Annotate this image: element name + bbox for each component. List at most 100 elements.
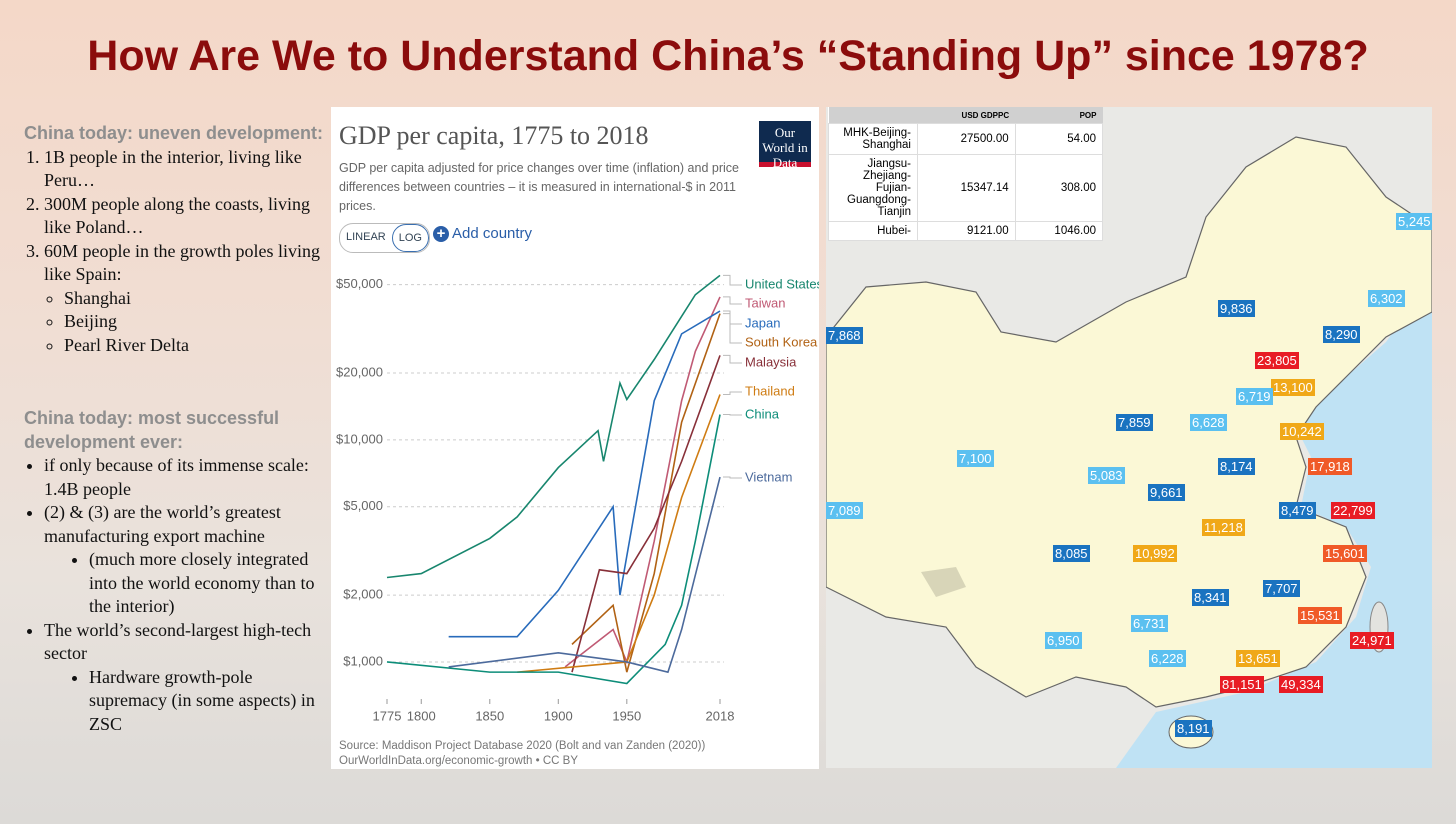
header-cell: USD GDPPC — [917, 107, 1016, 124]
table-cell: 27500.00 — [917, 123, 1016, 155]
item-text: 1B people in the interior, living like P… — [44, 146, 302, 191]
series-line — [571, 313, 721, 673]
subitem: Hardware growth-pole supremacy (in some … — [89, 666, 330, 737]
y-tick-label: $1,000 — [343, 653, 383, 668]
left-text: China today: uneven development: 1B peopl… — [24, 122, 330, 736]
table-cell: 54.00 — [1014, 123, 1104, 155]
section: China today: most successful development… — [24, 407, 330, 736]
x-tick-label: 2018 — [706, 708, 735, 723]
table-cell: 308.00 — [1014, 154, 1104, 222]
table-cell: 15347.14 — [917, 154, 1016, 222]
y-tick-label: $5,000 — [343, 498, 383, 513]
table-cell: Jiangsu-Zhejiang-Fujian-Guangdong-Tianji… — [828, 154, 918, 222]
sublist: (much more closely integrated into the w… — [44, 548, 330, 619]
map-label: 13,100 — [1271, 379, 1315, 396]
linear-button[interactable]: LINEAR — [346, 231, 386, 243]
section: China today: uneven development: 1B peopl… — [24, 122, 330, 357]
map-label: 8,341 — [1192, 589, 1229, 606]
plot: $1,000 $2,000 $5,000 $10,000 $20,000 $50,000 1… — [336, 274, 819, 723]
map-label: 9,836 — [1218, 300, 1255, 317]
list-item: 60M people in the growth poles living li… — [44, 240, 330, 358]
series-line — [448, 310, 721, 638]
legend-label: Vietnam — [745, 469, 792, 484]
map-label: 81,151 — [1220, 676, 1264, 693]
sublist: ShanghaiBeijingPearl River Delta — [44, 287, 330, 358]
map-label: 7,089 — [826, 502, 863, 519]
y-tick-label: $2,000 — [343, 587, 383, 602]
map-label: 8,191 — [1175, 720, 1212, 737]
legend-label: Japan — [745, 315, 780, 330]
map-label: 6,950 — [1045, 632, 1082, 649]
legend-connector — [723, 310, 742, 325]
chart-title: GDP per capita, 1775 to 2018 — [339, 121, 649, 150]
legend-label: Malaysia — [745, 354, 797, 369]
y-tick-label: $10,000 — [336, 431, 383, 446]
map-label: 24,971 — [1350, 632, 1394, 649]
log-button[interactable]: LOG — [391, 224, 429, 252]
source: Source: Maddison Project Database 2020 (… — [339, 739, 705, 769]
header-cell — [828, 107, 918, 124]
x-tick-label: 1900 — [544, 708, 573, 723]
bhutan-region — [921, 567, 966, 597]
subitem: Beijing — [64, 310, 330, 334]
map-label: 6,628 — [1190, 414, 1227, 431]
item-text: (2) & (3) are the world’s greatest manuf… — [44, 502, 281, 546]
map-label: 13,651 — [1236, 650, 1280, 667]
item-text: 300M people along the coasts, living lik… — [44, 193, 310, 238]
legend-connector — [723, 391, 742, 396]
sublist: Hardware growth-pole supremacy (in some … — [44, 666, 330, 737]
legend-connector — [723, 296, 742, 305]
chart-panel: GDP per capita, 1775 to 2018 GDP per cap… — [331, 107, 819, 769]
add-country-text: Add country — [452, 225, 533, 242]
list-item: The world’s second-largest high-tech sec… — [44, 619, 330, 737]
map-label: 7,859 — [1116, 414, 1153, 431]
map: USD GDPPC POP MHK-Beijing-Shanghai 27500.00… — [826, 107, 1432, 768]
x-tick-label: 1950 — [612, 708, 641, 723]
plus-icon: + — [433, 226, 449, 242]
y-tick-label: $50,000 — [336, 276, 383, 291]
scale-toggle: LINEAR LOG — [339, 223, 430, 253]
map-label: 17,918 — [1308, 458, 1352, 475]
map-label: 8,479 — [1279, 502, 1316, 519]
list: if only because of its immense scale: 1.… — [24, 454, 330, 736]
subitem: (much more closely integrated into the w… — [89, 548, 330, 619]
legend-connector — [723, 476, 742, 479]
legend-connector — [723, 274, 742, 286]
gdp-table: USD GDPPC POP MHK-Beijing-Shanghai 27500.00… — [828, 107, 1104, 241]
legend-label: China — [745, 406, 780, 421]
table-cell: MHK-Beijing-Shanghai — [828, 123, 918, 155]
map-label: 6,228 — [1149, 650, 1186, 667]
map-label: 15,601 — [1323, 545, 1367, 562]
list-item: if only because of its immense scale: 1.… — [44, 454, 330, 501]
list-item: (2) & (3) are the world’s greatest manuf… — [44, 501, 330, 619]
map-label: 8,085 — [1053, 545, 1090, 562]
series-line — [386, 414, 721, 685]
subitem: Shanghai — [64, 287, 330, 311]
subitem: Pearl River Delta — [64, 334, 330, 358]
map-label: 15,531 — [1298, 607, 1342, 624]
legend-connector — [723, 313, 742, 344]
x-tick-label: 1775 — [373, 708, 402, 723]
map-label: 7,868 — [826, 327, 863, 344]
add-country[interactable]: + Add country — [433, 225, 532, 242]
item-text: The world’s second-largest high-tech sec… — [44, 619, 312, 664]
legend-label: South Korea — [745, 334, 818, 349]
map-label: 6,719 — [1236, 388, 1273, 405]
source-url: OurWorldInData.org/economic-growth • CC … — [339, 755, 579, 767]
list-item: 300M people along the coasts, living lik… — [44, 193, 330, 240]
map-label: 10,992 — [1133, 545, 1177, 562]
y-tick-label: $20,000 — [336, 364, 383, 379]
map-label: 22,799 — [1331, 502, 1375, 519]
table-row: Hubei- 9121.00 1046.00 — [828, 221, 1104, 241]
x-tick-label: 1800 — [407, 708, 436, 723]
map-label: 7,707 — [1263, 580, 1300, 597]
logo: Our World in Data — [759, 121, 811, 170]
series-line — [386, 274, 721, 579]
legend-label: United States — [745, 276, 819, 291]
list: 1B people in the interior, living like P… — [24, 146, 330, 358]
legend-label: Taiwan — [745, 295, 785, 310]
section-heading: China today: most successful development… — [24, 408, 280, 452]
table-cell: Hubei- — [828, 221, 918, 241]
map-label: 10,242 — [1280, 423, 1324, 440]
